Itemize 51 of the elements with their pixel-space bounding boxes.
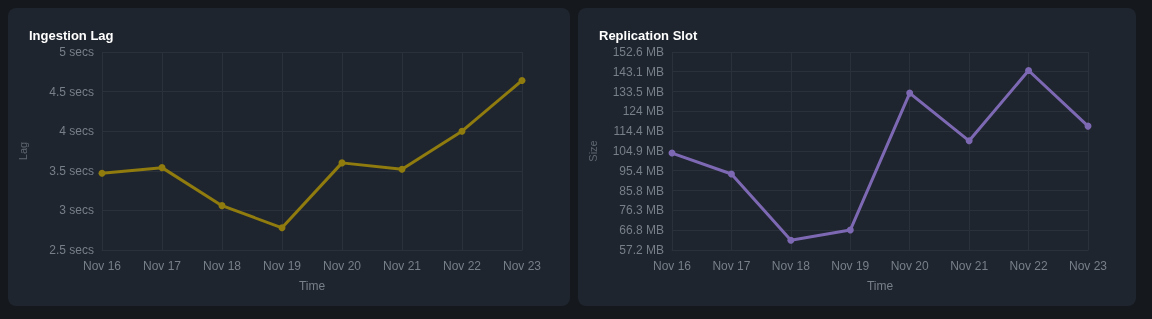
x-tick-label: Nov 21: [382, 259, 422, 273]
point: [965, 137, 973, 145]
y-tick-label: 66.8 MB: [619, 223, 664, 238]
point: [787, 236, 795, 244]
y-tick-label: 3.5 secs: [49, 163, 94, 178]
y-tick-label: 2.5 secs: [49, 243, 94, 257]
x-tick-label: Nov 16: [82, 259, 122, 273]
y-tick-label: 85.8 MB: [619, 183, 664, 198]
x-tick-label: Nov 20: [322, 259, 362, 273]
x-tick-label: Nov 19: [831, 259, 870, 273]
point: [518, 77, 526, 85]
x-tick-label: Nov 23: [502, 259, 542, 273]
x-tick-label: Nov 18: [771, 259, 811, 273]
y-tick-label: 104.9 MB: [612, 144, 664, 158]
x-tick-label: Nov 17: [142, 259, 182, 273]
y-tick-label: 57.2 MB: [619, 243, 664, 257]
point: [398, 165, 406, 173]
x-tick-label: Nov 18: [202, 259, 242, 273]
y-tick-label: 5 secs: [59, 45, 94, 59]
x-tick-label: Nov 23: [1068, 259, 1108, 273]
chart-title: Replication Slot: [599, 28, 698, 43]
y-tick-label: 124 MB: [622, 104, 664, 119]
x-tick-label: Nov 20: [890, 259, 930, 273]
y-tick-label: 3 secs: [59, 203, 94, 218]
y-tick-label: 152.6 MB: [612, 45, 664, 59]
point: [158, 164, 166, 172]
point: [846, 226, 854, 234]
point: [906, 89, 914, 97]
chart-title: Ingestion Lag: [29, 28, 114, 43]
x-tick-label: Nov 19: [262, 259, 302, 273]
y-axis-title: Lag: [16, 141, 29, 161]
point: [458, 127, 466, 135]
x-tick-label: Nov 22: [1009, 259, 1048, 273]
y-tick-label: 76.3 MB: [619, 203, 664, 218]
x-tick-label: Nov 21: [950, 259, 989, 273]
x-tick-label: Nov 22: [442, 259, 482, 273]
y-tick-label: 143.1 MB: [612, 64, 664, 79]
y-tick-label: 4 secs: [59, 124, 94, 139]
x-tick-label: Nov 16: [652, 259, 692, 273]
point: [1025, 66, 1033, 74]
y-tick-label: 133.5 MB: [612, 84, 664, 99]
point: [278, 224, 286, 232]
y-axis-title: Size: [586, 140, 599, 162]
y-tick-label: 4.5 secs: [49, 84, 94, 99]
y-tick-label: 114.4 MB: [613, 124, 664, 139]
x-axis-title: Time: [298, 279, 326, 293]
x-tick-label: Nov 17: [712, 259, 751, 273]
x-axis-title: Time: [866, 279, 894, 293]
y-tick-label: 95.4 MB: [619, 163, 664, 178]
point: [727, 170, 735, 178]
point: [218, 202, 226, 210]
